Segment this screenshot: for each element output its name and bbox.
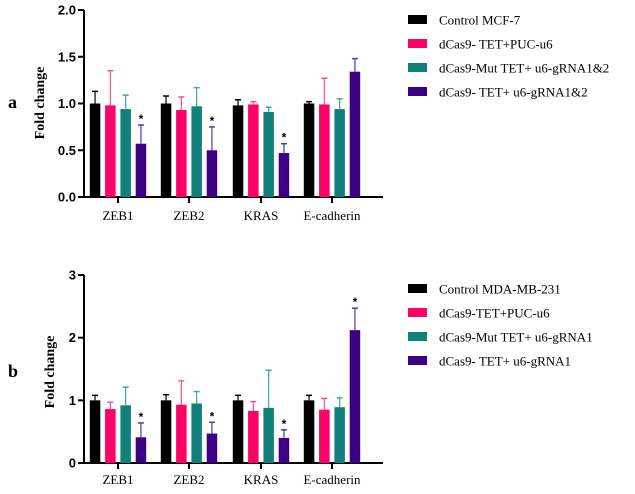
chart-panel-a: a Fold change 0.0 0.5 1.0 1.5 2.0 ZEB1 ZEB2 KRAS E… (8, 3, 609, 224)
x-tick-label: KRAS (244, 208, 279, 223)
y-axis-label: Fold change (43, 336, 58, 409)
y-tick-label: 0 (69, 456, 76, 471)
significance-marker: * (210, 409, 215, 423)
y-tick-label: 3 (69, 268, 76, 283)
x-tick-label: E-cadherin (303, 472, 361, 487)
bar (232, 400, 244, 463)
y-tick-label: 0.0 (58, 190, 76, 205)
legend-swatch (408, 39, 427, 48)
significance-marker: * (353, 295, 358, 309)
significance-marker: * (282, 417, 287, 431)
chart-panel-b: b Fold change 0 1 2 3 ZEB1 ZEB2 KRAS E-cadherin * *… (8, 268, 593, 488)
bar (248, 104, 259, 197)
significance-marker: * (282, 131, 287, 145)
panel-label: b (8, 361, 18, 381)
bar (120, 405, 131, 463)
bar (105, 409, 116, 463)
x-tick-label: ZEB1 (102, 208, 133, 223)
bar (303, 400, 315, 463)
y-tick-label: 1 (69, 393, 76, 408)
legend-label: Control MCF-7 (439, 13, 521, 28)
y-tick-label: 1.5 (58, 49, 76, 64)
legend-swatch (408, 308, 427, 317)
legend-label: Control MDA-MB-231 (439, 282, 561, 297)
legend-swatch (408, 284, 427, 293)
x-tick-label: KRAS (244, 472, 279, 487)
bar (248, 410, 259, 463)
legend-label: dCas9-TET+PUC-u6 (439, 306, 550, 321)
x-tick-label: ZEB1 (102, 472, 133, 487)
bar (135, 143, 147, 197)
bar (120, 109, 131, 197)
legend-swatch (408, 15, 427, 24)
legend-label: dCas9-Mut TET+ u6-gRNA1&2 (439, 61, 609, 76)
bar (263, 111, 274, 197)
y-tick-label: 0.5 (58, 143, 76, 158)
legend-swatch (408, 63, 427, 72)
y-tick-label: 1.0 (58, 96, 76, 111)
bar (263, 407, 274, 463)
x-tick-label: ZEB2 (173, 472, 204, 487)
bar (160, 103, 172, 197)
bar (89, 103, 101, 197)
bar (206, 150, 218, 197)
legend-swatch (408, 332, 427, 341)
legend-swatch (408, 87, 427, 96)
y-tick-label: 2.0 (58, 3, 76, 18)
y-tick-label: 2 (69, 330, 76, 345)
bar (176, 404, 187, 463)
bar (160, 400, 172, 463)
x-tick-label: ZEB2 (173, 208, 204, 223)
bar (349, 71, 361, 197)
bar (334, 407, 345, 463)
legend-label: dCas9- TET+ u6-gRNA1&2 (439, 85, 588, 100)
legend-label: dCas9- TET+PUC-u6 (439, 37, 553, 52)
significance-marker: * (139, 112, 144, 126)
bar (89, 400, 101, 463)
bar (191, 403, 202, 463)
bar (232, 105, 244, 197)
bar (105, 105, 116, 197)
y-axis-label: Fold change (33, 67, 48, 140)
significance-marker: * (210, 114, 215, 128)
significance-marker: * (139, 410, 144, 424)
bar (303, 103, 315, 197)
bar (334, 109, 345, 197)
bar (278, 437, 290, 463)
legend-label: dCas9-Mut TET+ u6-gRNA1 (439, 330, 593, 345)
legend-swatch (408, 356, 427, 365)
bar (319, 409, 330, 463)
bar (191, 106, 202, 197)
bar (278, 153, 290, 197)
panel-label: a (8, 92, 17, 112)
x-tick-label: E-cadherin (303, 208, 361, 223)
bar (206, 433, 218, 463)
bar (176, 110, 187, 197)
bar (135, 437, 147, 463)
legend-label: dCas9- TET+ u6-gRNA1 (439, 354, 571, 369)
bar (319, 104, 330, 197)
bar (349, 330, 361, 463)
